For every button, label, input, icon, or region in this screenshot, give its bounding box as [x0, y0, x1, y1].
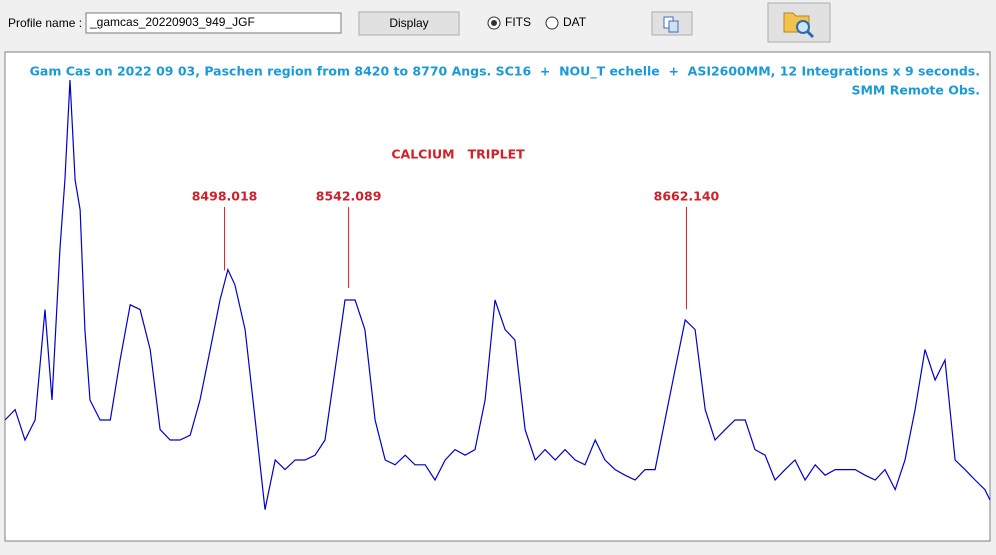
- magnifier-icon: [796, 20, 810, 34]
- radio-label[interactable]: DAT: [563, 15, 587, 29]
- profile-name[interactable]: _gamcas_20220903_949_JGF: [89, 15, 255, 29]
- copy-icon: [668, 20, 679, 33]
- spectrum-line: [4, 79, 991, 510]
- radio-button[interactable]: [545, 16, 559, 30]
- profile-label: Profile name :: [8, 16, 82, 30]
- annotation: CALCIUM TRIPLET: [391, 147, 525, 162]
- marker-label: 8498.018: [192, 189, 258, 204]
- format-radios: FITS DAT: [487, 15, 587, 30]
- plot-title: Gam Cas on 2022 09 03, Paschen region fr…: [30, 64, 980, 80]
- plot-area: [4, 51, 991, 542]
- radio-dot: [491, 20, 497, 26]
- display-button[interactable]: [358, 11, 460, 36]
- plot-subtitle: SMM Remote Obs.: [851, 83, 980, 98]
- marker-label: 8542.089: [316, 189, 382, 204]
- display-button-label[interactable]: Display: [389, 16, 428, 30]
- magnifier-icon: [805, 29, 815, 39]
- marker-label: 8662.140: [654, 189, 720, 204]
- radio-label[interactable]: FITS: [505, 15, 531, 29]
- profile-input[interactable]: [85, 12, 342, 34]
